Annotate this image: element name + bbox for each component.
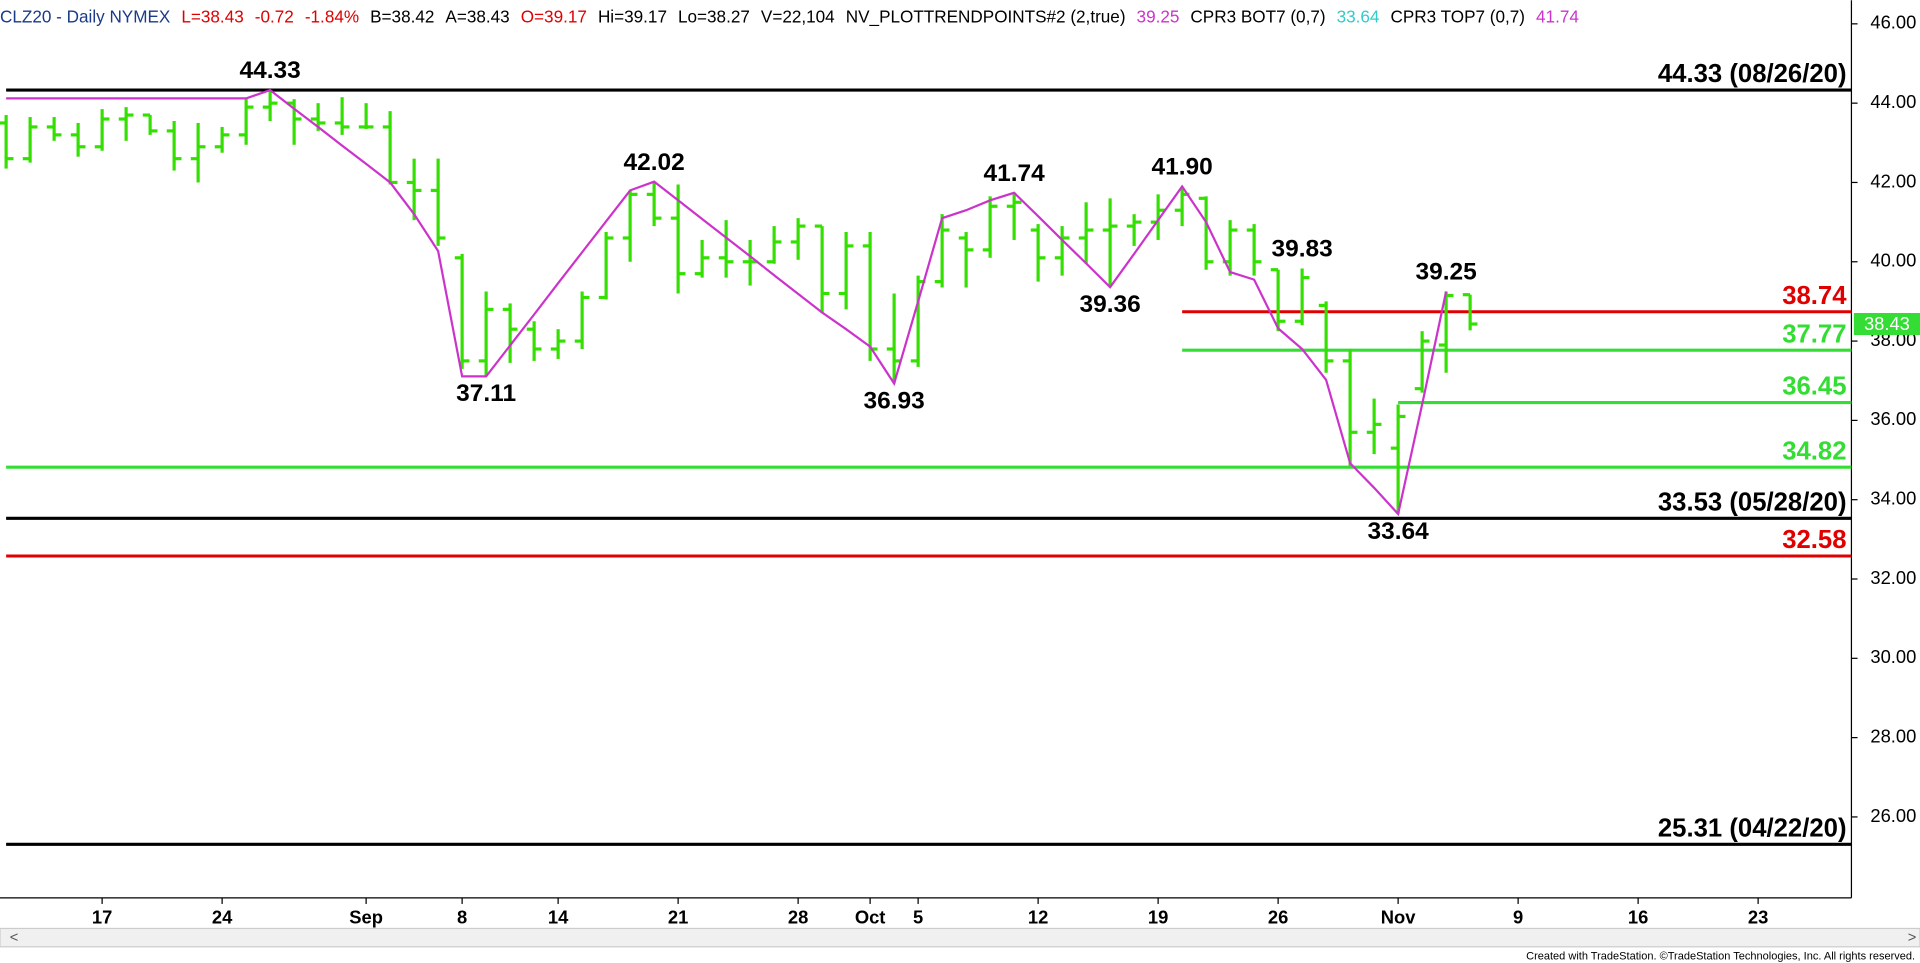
- x-tick-label: 17: [92, 906, 112, 927]
- pivot-label: 41.74: [984, 160, 1046, 187]
- header-item: 33.64: [1337, 6, 1380, 26]
- x-tick-label: 12: [1028, 906, 1048, 927]
- x-tick-label: Nov: [1381, 906, 1416, 927]
- x-tick-label: 5: [913, 906, 923, 927]
- x-tick-label: Sep: [349, 906, 383, 927]
- x-tick-label: 26: [1268, 906, 1288, 927]
- header: CLZ20 - Daily NYMEX L=38.43 -0.72 -1.84% B=3…: [0, 6, 1579, 26]
- y-tick-label: 34.00: [1870, 488, 1916, 509]
- level-label: 44.33 (08/26/20): [1658, 60, 1847, 88]
- x-tick-label: 8: [457, 906, 467, 927]
- x-tick-label: Oct: [855, 906, 886, 927]
- header-item: CPR3 TOP7 (0,7): [1390, 6, 1525, 26]
- y-tick-label: 40.00: [1870, 250, 1916, 271]
- header-item: V=22,104: [761, 6, 835, 26]
- level-label: 33.53 (05/28/20): [1658, 488, 1847, 516]
- header-item: -0.72: [255, 6, 294, 26]
- header-item: 41.74: [1536, 6, 1579, 26]
- x-tick-label: 14: [548, 906, 569, 927]
- pivot-label: 39.25: [1416, 259, 1477, 286]
- header-item: L=38.43: [181, 6, 243, 26]
- pivot-label: 41.90: [1152, 154, 1213, 181]
- y-tick-label: 30.00: [1870, 646, 1916, 667]
- x-tick-label: 23: [1748, 906, 1768, 927]
- header-item: 39.25: [1137, 6, 1180, 26]
- header-item: CPR3 BOT7 (0,7): [1190, 6, 1325, 26]
- pivot-label: 33.64: [1368, 518, 1430, 545]
- level-label: 34.82: [1782, 437, 1846, 465]
- scroll-right[interactable]: >: [1908, 930, 1917, 946]
- level-label: 38.74: [1782, 282, 1847, 310]
- x-tick-label: 9: [1513, 906, 1523, 927]
- header-item: O=39.17: [521, 6, 587, 26]
- header-item: B=38.42: [370, 6, 434, 26]
- trend-line: [6, 88, 1448, 517]
- y-tick-label: 36.00: [1870, 408, 1916, 429]
- y-tick-label: 32.00: [1870, 567, 1916, 588]
- level-label: 32.58: [1782, 526, 1846, 554]
- header-item: A=38.43: [445, 6, 509, 26]
- level-label: 25.31 (04/22/20): [1658, 814, 1847, 842]
- level-label: 37.77: [1782, 320, 1846, 348]
- footer: Created with TradeStation. ©TradeStation…: [1526, 951, 1915, 963]
- header-item: -1.84%: [305, 6, 359, 26]
- y-tick-label: 46.00: [1870, 12, 1916, 33]
- pivot-label: 36.93: [864, 387, 925, 414]
- scroll-left[interactable]: <: [10, 930, 19, 946]
- header-item: CLZ20 - Daily NYMEX: [0, 6, 171, 26]
- last-price-label: 38.43: [1864, 313, 1910, 334]
- header-item: NV_PLOTTRENDPOINTS#2 (2,true): [846, 6, 1126, 26]
- y-tick-label: 42.00: [1870, 170, 1916, 191]
- y-tick-label: 44.00: [1870, 91, 1916, 112]
- header-item: Hi=39.17: [598, 6, 667, 26]
- x-tick-label: 24: [212, 906, 233, 927]
- last-price-box: [1853, 313, 1920, 336]
- x-tick-label: 19: [1148, 906, 1168, 927]
- pivot-label: 44.33: [240, 57, 301, 84]
- y-tick-label: 28.00: [1870, 725, 1916, 746]
- x-tick-label: 21: [668, 906, 688, 927]
- scrollbar[interactable]: [0, 927, 1920, 948]
- pivot-label: 42.02: [624, 149, 685, 176]
- pivot-label: 39.83: [1272, 236, 1333, 263]
- y-tick-label: 26.00: [1870, 805, 1916, 826]
- pivot-label: 39.36: [1080, 291, 1141, 318]
- level-label: 36.45: [1782, 373, 1846, 401]
- x-tick-label: 16: [1628, 906, 1648, 927]
- x-tick-label: 28: [788, 906, 808, 927]
- header-item: Lo=38.27: [678, 6, 750, 26]
- pivot-label: 37.11: [456, 380, 516, 407]
